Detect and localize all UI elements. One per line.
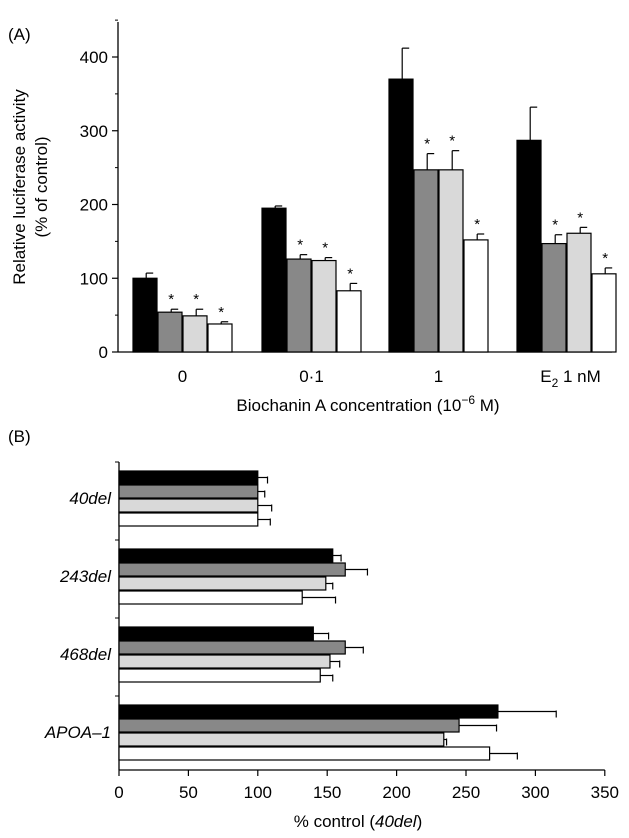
x-tick-label: 0 [178,367,187,386]
bar [118,484,259,499]
x-axis-label: % control (40del) [294,812,423,831]
x-tick-label: 0·1 [299,367,324,386]
panel-label-b: (B) [8,427,31,446]
significance-marker: * [193,291,199,308]
chart-panel-a: (A) 0 100 200 300 400 Relative luciferase acti… [8,19,617,415]
category-label: 243del [59,567,112,586]
bar [118,470,259,485]
y-axis-label: Relative luciferase activity [10,89,29,285]
significance-marker: * [347,265,353,282]
bar [286,258,312,353]
bar [118,704,499,719]
bar [118,732,445,747]
bar [541,242,567,353]
category-label: APOA–1 [44,723,111,742]
significance-marker: * [168,291,174,308]
bar [336,290,362,353]
bar [463,239,489,353]
bar [182,315,208,353]
x-tick-label: E2 1 nM [540,367,601,390]
significance-marker: * [297,237,303,254]
y-tick-label: 400 [80,48,108,67]
x-tick-label: 250 [452,783,480,802]
bar [311,259,337,353]
y-tick-label: 100 [80,269,108,288]
significance-marker: * [602,250,608,267]
bar [118,626,314,641]
bar [157,311,183,353]
significance-marker: * [218,304,224,321]
x-tick-label: 300 [521,783,549,802]
x-tick-label: 0 [114,783,123,802]
bar [516,139,542,353]
x-tick-label: 350 [591,783,619,802]
significance-marker: * [449,133,455,150]
bar [118,562,346,577]
y-tick-label: 300 [80,122,108,141]
significance-marker: * [424,136,430,153]
bar [207,323,233,353]
x-tick-label: 100 [244,783,272,802]
panel-label-a: (A) [8,25,31,44]
bar [118,654,331,669]
bar [591,273,617,353]
bar [118,548,334,563]
x-tick-label: 200 [382,783,410,802]
bar [118,590,303,605]
category-label: 40del [69,489,112,508]
y-tick-label: 0 [99,343,108,362]
x-axis-label: Biochanin A concentration (10−6 M) [236,393,499,415]
bar [118,576,327,591]
x-tick-label: 150 [313,783,341,802]
bar [566,232,592,353]
significance-marker: * [474,216,480,233]
bar [118,498,259,513]
bar [118,718,460,733]
bar [261,207,287,353]
bar [118,512,259,527]
y-tick-label: 200 [80,196,108,215]
bar [413,169,439,353]
bar [388,78,414,353]
y-axis-label-2: (% of control) [32,136,51,237]
x-tick-label: 50 [179,783,198,802]
category-label: 468del [60,645,112,664]
significance-marker: * [577,209,583,226]
significance-marker: * [322,240,328,257]
significance-marker: * [552,217,558,234]
bar [438,169,464,353]
bar [132,277,158,353]
bar [118,668,321,683]
chart-panel-b: (B) 0 50 100 150 200 250 300 350 40del 243del 468de… [8,427,619,831]
x-tick-label: 1 [434,367,443,386]
bar [118,640,346,655]
bar [118,746,491,761]
